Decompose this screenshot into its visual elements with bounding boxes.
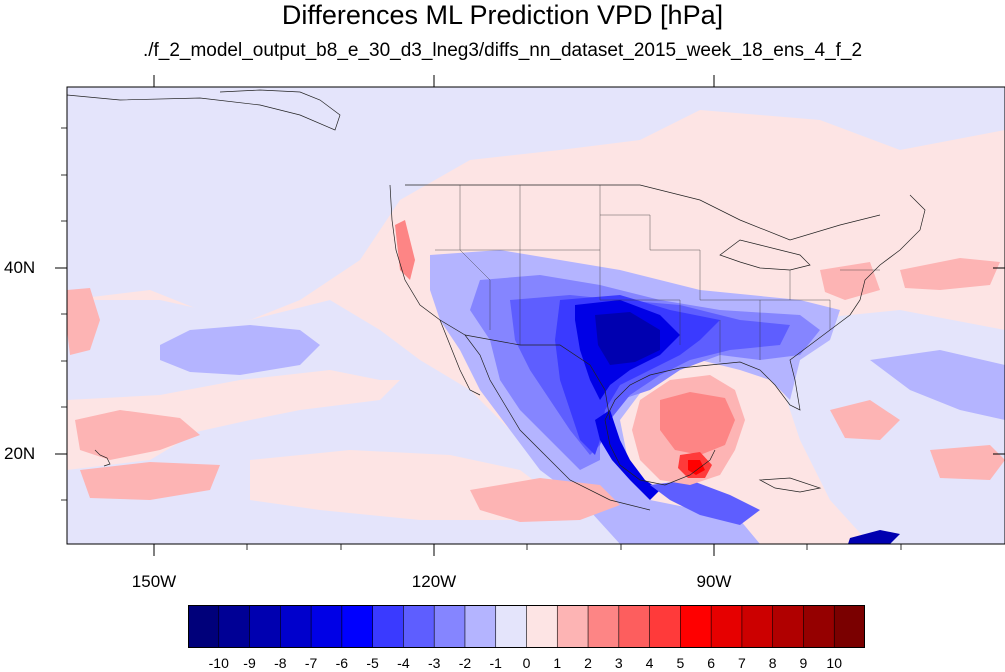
colorbar-swatch: [218, 605, 251, 648]
colorbar-swatch: [526, 605, 559, 648]
gulf-coast: [604, 329, 831, 421]
colorbar-swatch: [372, 605, 405, 648]
positive-tropical-east: [470, 478, 620, 522]
colorbar-swatch: [833, 605, 865, 648]
canada-border: [405, 184, 881, 241]
cuba: [758, 477, 822, 493]
colorbar-tick-label: 6: [707, 655, 716, 671]
west-coast: [389, 184, 651, 511]
alaska-coast: [67, 89, 341, 131]
colorbar-tick-label: 3: [614, 655, 623, 671]
positive-california: [395, 220, 415, 280]
map-plot: [55, 75, 1005, 556]
colorbar-tick-label: -9: [243, 655, 256, 671]
map-title: Differences ML Prediction VPD [hPa]: [281, 0, 724, 30]
axis-ticks: [55, 75, 1005, 556]
colorbar-tick-label: -4: [397, 655, 410, 671]
colorbar-swatch: [464, 605, 497, 648]
negative-core-7: [595, 312, 660, 365]
colorbar-swatch: [803, 605, 836, 648]
minor-ticks: [61, 127, 902, 550]
east-coast: [829, 194, 926, 331]
state-borders: [435, 185, 880, 362]
lon-label-120w: 120W: [411, 572, 457, 591]
positive-hawaii: [75, 410, 200, 460]
positive-hawaii-south: [80, 462, 220, 500]
colorbar-tick-label: -2: [458, 655, 472, 671]
colorbar-swatch: [649, 605, 682, 648]
mexico-gulf-coast: [604, 419, 716, 486]
negative-caribbean: [650, 480, 760, 525]
anomaly-field: [67, 87, 1005, 544]
colorbar-swatch: [280, 605, 312, 648]
colorbar-tick-label: 8: [768, 655, 777, 671]
border-6: [699, 250, 761, 360]
colorbar-tick-label: 0: [522, 655, 531, 671]
colorbar-tick-label: 7: [738, 655, 746, 671]
great-lakes: [719, 239, 811, 271]
colorbar-tick-label: -5: [366, 655, 379, 671]
colorbar-swatch: [556, 605, 589, 648]
colorbar: [188, 605, 865, 648]
border-1: [459, 185, 521, 300]
colorbar-frame: [188, 605, 865, 648]
colorbar-swatch: [618, 605, 651, 648]
lat-label-20n: 20N: [4, 444, 36, 463]
colorbar-swatch: [710, 605, 743, 648]
positive-northeast-coast: [820, 262, 880, 300]
colorbar-swatch: [433, 605, 466, 648]
colorbar-swatch: [249, 605, 282, 648]
colorbar-tick-label: 10: [826, 655, 842, 671]
colorbar-tick-label: 2: [584, 655, 592, 671]
colorbar-tick-label: -10: [208, 655, 229, 671]
colorbar-swatch: [188, 605, 220, 648]
border-2: [519, 185, 601, 251]
colorbar-tick-label: 1: [553, 655, 562, 671]
colorbar-swatch: [772, 605, 805, 648]
negative-pacific-patch: [160, 325, 320, 375]
colorbar-swatch: [310, 605, 343, 648]
colorbar-swatch: [403, 605, 435, 648]
colorbar-tick-label: -1: [489, 655, 502, 671]
lon-label-90w: 90W: [696, 572, 732, 591]
colorbar-swatch: [587, 605, 620, 648]
lat-label-40n: 40N: [4, 258, 36, 277]
colorbar-labels: -10 -9 -8 -7 -6 -5 -4 -3 -2 -1 0 1 2 3 4 5 6 7 8 9 10: [0, 652, 1005, 671]
border-11: [435, 249, 491, 330]
colorbar-tick-label: 9: [799, 655, 808, 671]
negative-mexico-coast: [595, 410, 660, 500]
coastlines: [67, 89, 926, 511]
negative-atlantic-bands: [870, 350, 1005, 420]
colorbar-tick-label: 5: [676, 655, 685, 671]
weak-negative-north-pacific: [67, 87, 1005, 320]
positive-atlantic-east: [930, 445, 1005, 480]
positive-gulf-3: [660, 392, 735, 455]
colorbar-tick-label: 4: [645, 655, 654, 671]
plot-frame: [66, 86, 1005, 545]
colorbar-tick-label: -8: [274, 655, 287, 671]
colorbar-swatch: [341, 605, 374, 648]
lon-label-150w: 150W: [131, 572, 177, 591]
positive-east-pacific-west: [67, 288, 100, 355]
hawaii: [94, 449, 111, 467]
border-3: [600, 214, 700, 251]
us-mexico-border: [464, 334, 611, 421]
colorbar-swatch: [680, 605, 712, 648]
negative-se-corner: [848, 530, 900, 544]
baja: [439, 319, 481, 396]
colorbar-tick-label: -3: [427, 655, 441, 671]
colorbar-tick-label: -7: [304, 655, 318, 671]
positive-atlantic-north: [900, 258, 1000, 290]
border-4: [599, 250, 681, 345]
colorbar-swatch: [495, 605, 528, 648]
border-7: [760, 299, 831, 330]
positive-yucatan-core: [688, 460, 705, 475]
map-subtitle: ./f_2_model_output_b8_e_30_d3_lneg3/diff…: [142, 40, 863, 61]
colorbar-swatch: [741, 605, 774, 648]
positive-atlantic-mid: [830, 400, 900, 440]
colorbar-tick-label: -6: [335, 655, 349, 671]
